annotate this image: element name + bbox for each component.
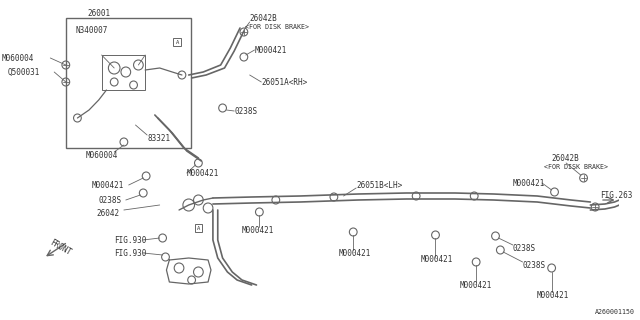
Text: A260001150: A260001150	[595, 309, 635, 315]
Text: 0238S: 0238S	[99, 196, 122, 204]
Text: 26042B: 26042B	[250, 13, 277, 22]
Text: 26042B: 26042B	[552, 154, 579, 163]
Text: M000421: M000421	[339, 249, 371, 258]
Text: FIG.263: FIG.263	[600, 190, 632, 199]
Text: M000421: M000421	[460, 281, 492, 290]
Text: 26042: 26042	[97, 209, 120, 218]
Bar	[66, 18, 191, 148]
Text: <FOR DISK BRAKE>: <FOR DISK BRAKE>	[245, 24, 309, 30]
Text: M000421: M000421	[537, 291, 570, 300]
Text: 26051B<LH>: 26051B<LH>	[356, 180, 403, 189]
Text: N340007: N340007	[76, 26, 108, 35]
Text: M000421: M000421	[92, 180, 124, 189]
Text: A: A	[196, 226, 200, 230]
Text: FIG.930: FIG.930	[114, 249, 147, 258]
Text: FIG.930: FIG.930	[114, 236, 147, 244]
Text: M000421: M000421	[255, 45, 287, 54]
Text: A: A	[175, 39, 179, 44]
Text: 0238S: 0238S	[234, 107, 257, 116]
Text: M000421: M000421	[242, 226, 275, 235]
Text: FRONT: FRONT	[49, 238, 73, 258]
Text: 26051A<RH>: 26051A<RH>	[261, 77, 308, 86]
Text: M000421: M000421	[187, 169, 219, 178]
Text: <FOR DISK BRAKE>: <FOR DISK BRAKE>	[544, 164, 608, 170]
Text: 0238S: 0238S	[513, 244, 536, 252]
Text: M060004: M060004	[85, 150, 118, 159]
Text: 26001: 26001	[87, 9, 110, 18]
Bar	[102, 55, 145, 90]
Text: M060004: M060004	[2, 53, 35, 62]
Text: M000421: M000421	[513, 179, 545, 188]
Text: 0238S: 0238S	[523, 260, 546, 269]
Bar	[195, 224, 202, 232]
Text: M000421: M000421	[421, 255, 453, 265]
Bar	[173, 38, 181, 46]
Text: 83321: 83321	[147, 133, 170, 142]
Text: Q500031: Q500031	[8, 68, 40, 76]
